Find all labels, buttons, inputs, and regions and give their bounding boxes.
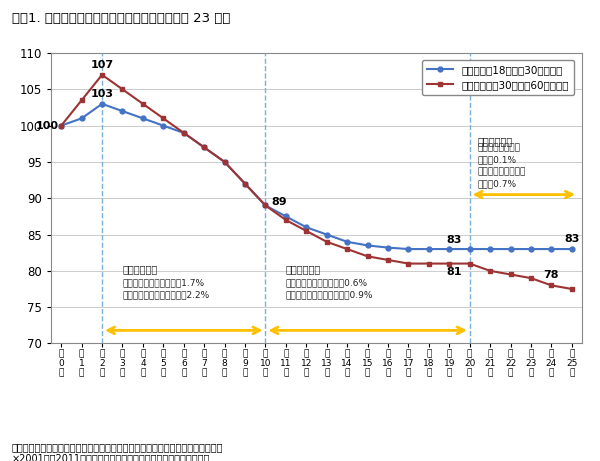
シングル（18㎡以上30㎡未満） — [98, 101, 106, 106]
シングル（18㎡以上30㎡未満） — [446, 246, 453, 252]
シングル（18㎡以上30㎡未満） — [262, 203, 269, 208]
コンパクト（30㎡以上60㎡未満） — [446, 261, 453, 266]
コンパクト（30㎡以上60㎡未満） — [364, 254, 371, 259]
シングル（18㎡以上30㎡未満） — [568, 246, 575, 252]
シングル（18㎡以上30㎡未満） — [78, 116, 85, 121]
Text: シングル年率下落
率＝絉0.1%
コンパクト年率下落
率＝絉0.7%: シングル年率下落 率＝絉0.1% コンパクト年率下落 率＝絉0.7% — [478, 144, 526, 188]
シングル（18㎡以上30㎡未満） — [425, 246, 433, 252]
シングル（18㎡以上30㎡未満） — [548, 246, 555, 252]
コンパクト（30㎡以上60㎡未満） — [262, 203, 269, 208]
Text: 107: 107 — [91, 60, 113, 70]
シングル（18㎡以上30㎡未満） — [405, 246, 412, 252]
シングル（18㎡以上30㎡未満） — [180, 130, 187, 136]
シングル（18㎡以上30㎡未満） — [119, 108, 126, 114]
シングル（18㎡以上30㎡未満） — [160, 123, 167, 128]
シングル（18㎡以上30㎡未満） — [527, 246, 535, 252]
Text: （第三段階）: （第三段階） — [478, 136, 513, 147]
Text: 83: 83 — [564, 234, 580, 244]
コンパクト（30㎡以上60㎡未満） — [548, 283, 555, 288]
シングル（18㎡以上30㎡未満） — [323, 232, 331, 237]
コンパクト（30㎡以上60㎡未満） — [487, 268, 494, 274]
コンパクト（30㎡以上60㎡未満） — [568, 286, 575, 292]
シングル（18㎡以上30㎡未満） — [221, 159, 228, 165]
コンパクト（30㎡以上60㎡未満） — [405, 261, 412, 266]
Line: シングル（18㎡以上30㎡未満）: シングル（18㎡以上30㎡未満） — [59, 101, 574, 252]
コンパクト（30㎡以上60㎡未満） — [282, 217, 289, 223]
コンパクト（30㎡以上60㎡未満） — [302, 228, 310, 234]
Text: シングル年率下落率＝絉0.6%
コンパクト年率下落率＝絉0.9%: シングル年率下落率＝絉0.6% コンパクト年率下落率＝絉0.9% — [286, 278, 373, 299]
Text: ×2001年～2011年の理論賌料指数を築年数ごとに平均した数値。: ×2001年～2011年の理論賌料指数を築年数ごとに平均した数値。 — [12, 454, 211, 461]
シングル（18㎡以上30㎡未満） — [344, 239, 351, 244]
Text: 83: 83 — [446, 236, 461, 245]
シングル（18㎡以上30㎡未満） — [302, 225, 310, 230]
シングル（18㎡以上30㎡未満） — [241, 181, 248, 186]
Text: 出所）アットホーム株式会社のデータを用いて三井住友トラスト基礎研究所算出: 出所）アットホーム株式会社のデータを用いて三井住友トラスト基礎研究所算出 — [12, 443, 223, 453]
コンパクト（30㎡以上60㎡未満） — [527, 275, 535, 281]
コンパクト（30㎡以上60㎡未満） — [139, 101, 146, 106]
コンパクト（30㎡以上60㎡未満） — [58, 123, 65, 128]
シングル（18㎡以上30㎡未満） — [507, 246, 514, 252]
シングル（18㎡以上30㎡未満） — [282, 213, 289, 219]
コンパクト（30㎡以上60㎡未満） — [221, 159, 228, 165]
Text: 81: 81 — [446, 267, 461, 277]
シングル（18㎡以上30㎡未満） — [139, 116, 146, 121]
コンパクト（30㎡以上60㎡未満） — [323, 239, 331, 244]
コンパクト（30㎡以上60㎡未満） — [160, 116, 167, 121]
シングル（18㎡以上30㎡未満） — [385, 245, 392, 250]
コンパクト（30㎡以上60㎡未満） — [180, 130, 187, 136]
Text: （第一段階）: （第一段階） — [122, 265, 158, 274]
Text: 図表1. タイプ別築年数別の理論賌料指数（東京 23 区）: 図表1. タイプ別築年数別の理論賌料指数（東京 23 区） — [12, 12, 230, 24]
コンパクト（30㎡以上60㎡未満） — [98, 72, 106, 77]
シングル（18㎡以上30㎡未満） — [364, 242, 371, 248]
Text: 100: 100 — [36, 121, 59, 130]
Legend: シングル（18㎡以上30㎡未満）, コンパクト（30㎡以上60㎡未満）: シングル（18㎡以上30㎡未満）, コンパクト（30㎡以上60㎡未満） — [422, 59, 574, 95]
Text: 103: 103 — [91, 89, 113, 99]
シングル（18㎡以上30㎡未満） — [200, 145, 208, 150]
コンパクト（30㎡以上60㎡未満） — [466, 261, 473, 266]
Line: コンパクト（30㎡以上60㎡未満）: コンパクト（30㎡以上60㎡未満） — [59, 72, 574, 291]
コンパクト（30㎡以上60㎡未満） — [78, 97, 85, 103]
シングル（18㎡以上30㎡未満） — [58, 123, 65, 128]
コンパクト（30㎡以上60㎡未満） — [507, 272, 514, 277]
シングル（18㎡以上30㎡未満） — [466, 246, 473, 252]
コンパクト（30㎡以上60㎡未満） — [425, 261, 433, 266]
Text: シングル年率下落率＝絉1.7%
コンパクト年率下落率＝絉2.2%: シングル年率下落率＝絉1.7% コンパクト年率下落率＝絉2.2% — [122, 278, 210, 299]
コンパクト（30㎡以上60㎡未満） — [241, 181, 248, 186]
コンパクト（30㎡以上60㎡未満） — [344, 246, 351, 252]
コンパクト（30㎡以上60㎡未満） — [200, 145, 208, 150]
Text: 78: 78 — [544, 270, 559, 280]
コンパクト（30㎡以上60㎡未満） — [385, 257, 392, 263]
シングル（18㎡以上30㎡未満） — [487, 246, 494, 252]
Text: （第二段階）: （第二段階） — [286, 265, 321, 274]
Text: 89: 89 — [272, 197, 287, 207]
コンパクト（30㎡以上60㎡未満） — [119, 87, 126, 92]
